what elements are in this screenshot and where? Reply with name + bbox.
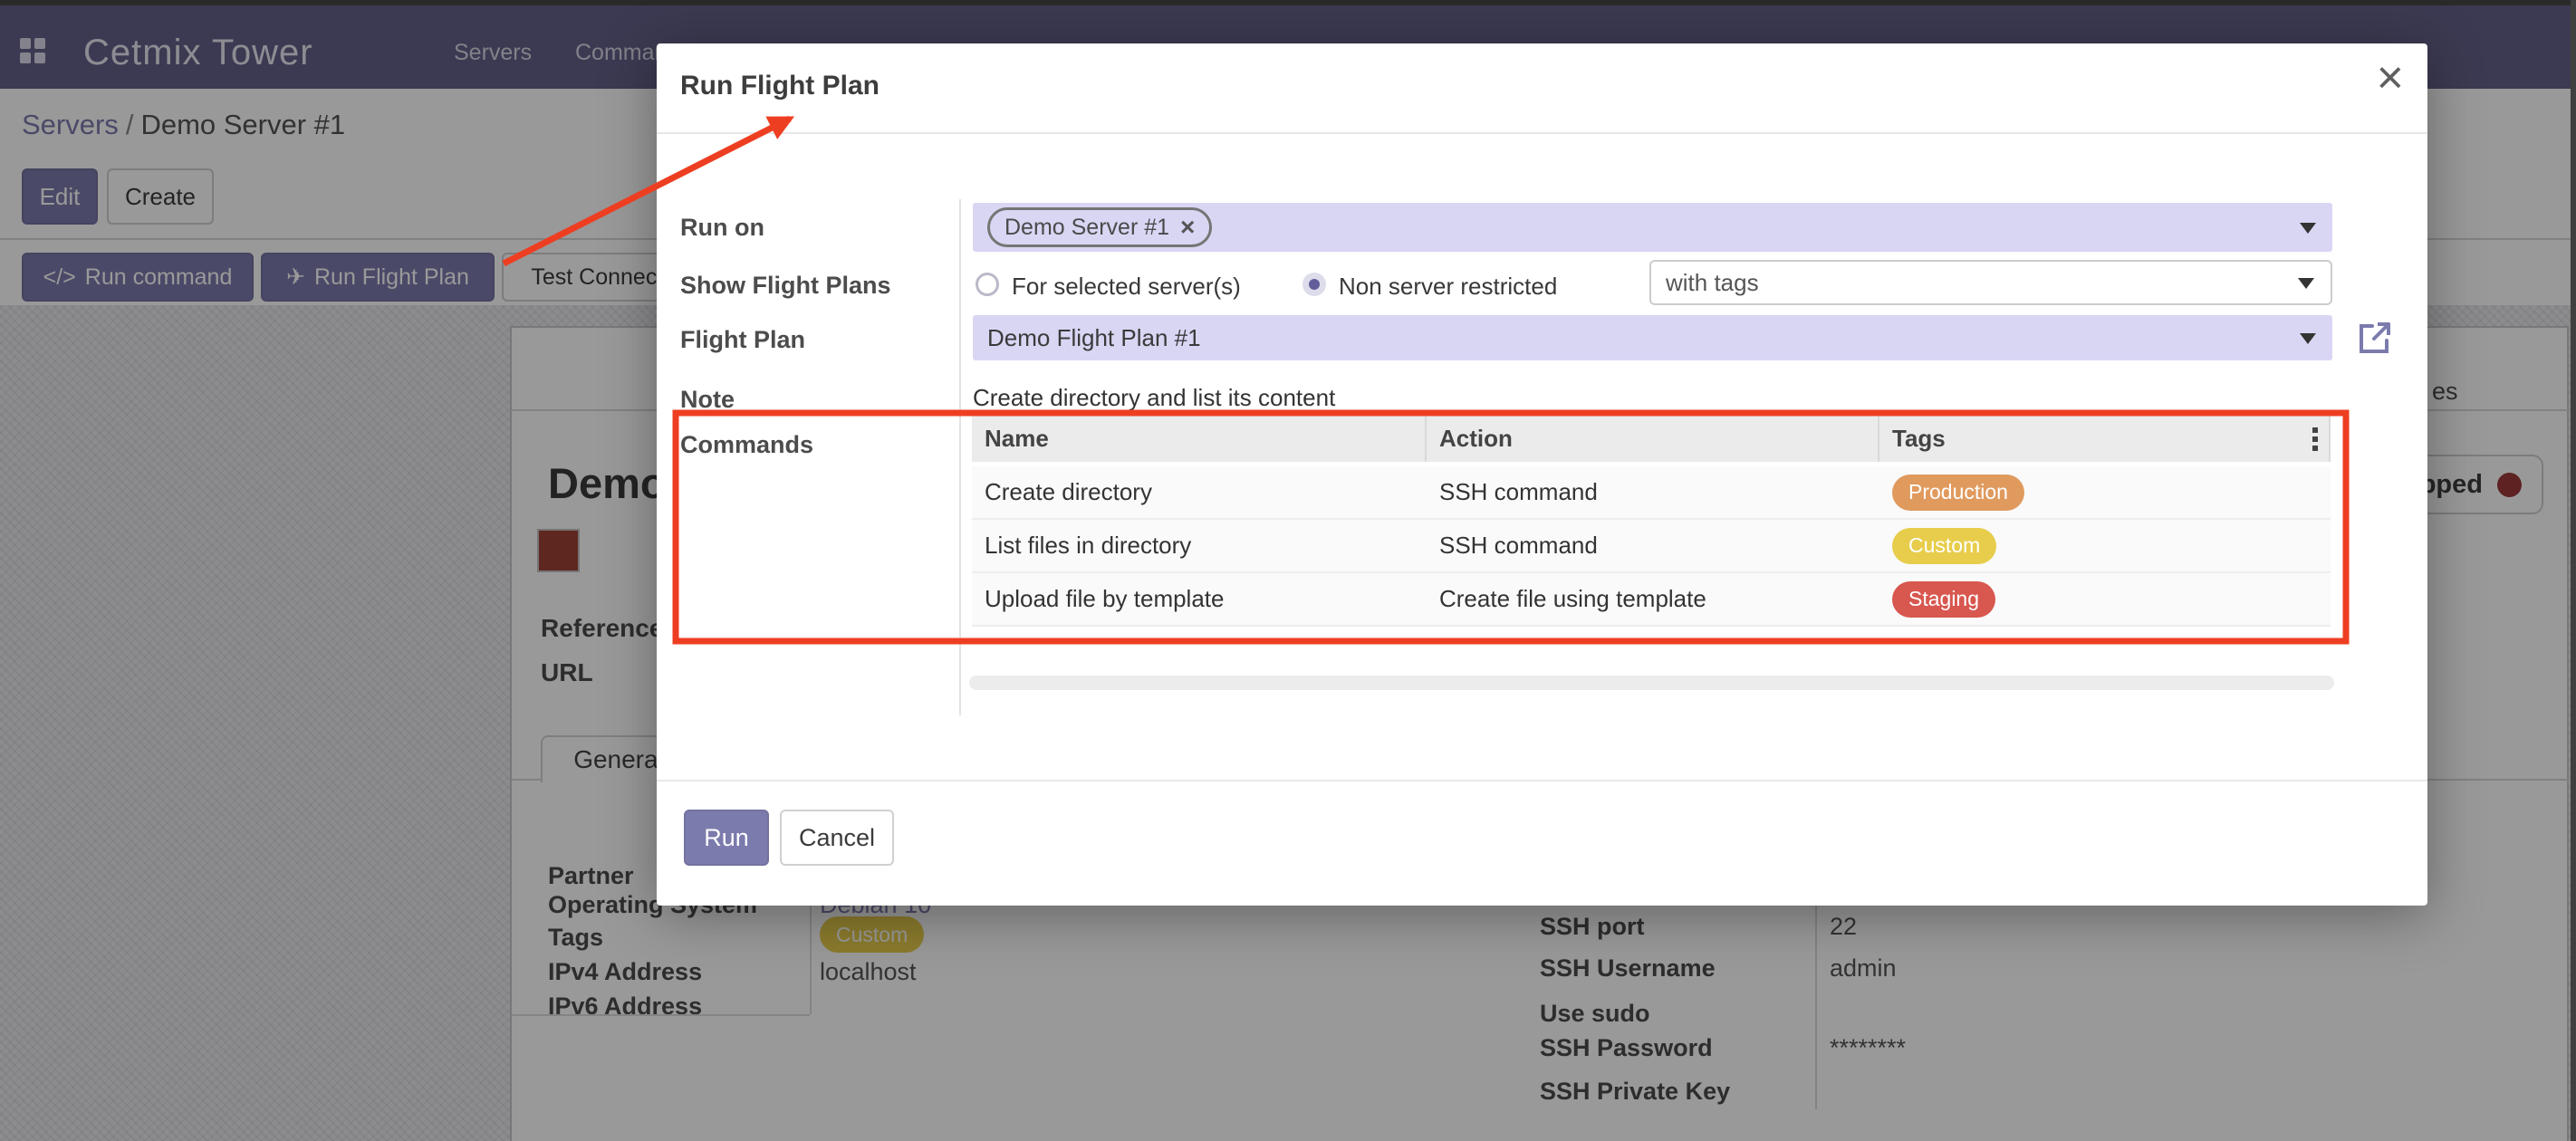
cell-action: Create file using template — [1439, 585, 1706, 612]
hidden-button-label-fragment[interactable]: es — [2432, 378, 2458, 405]
run-flight-plan-button[interactable]: ✈ Run Flight Plan — [261, 253, 495, 302]
run-command-label: Run command — [84, 264, 233, 290]
window-top-strip — [0, 0, 2576, 5]
group-col-separator-right — [1815, 906, 1817, 1109]
cell-name: Create directory — [985, 478, 1152, 505]
field-label-partner: Partner — [548, 862, 634, 889]
flight-plan-select[interactable]: Demo Flight Plan #1 — [973, 315, 2332, 360]
col-header-tags[interactable]: Tags — [1879, 415, 2331, 462]
cell-action: SSH command — [1439, 478, 1598, 505]
server-tag-badge[interactable]: Custom — [820, 916, 925, 953]
run-on-label: Run on — [680, 214, 764, 241]
commands-table-header: Name Action Tags — [972, 415, 2331, 462]
field-label-ssh-username: SSH Username — [1540, 954, 1716, 982]
flight-plan-value: Demo Flight Plan #1 — [987, 323, 1201, 351]
chevron-down-icon — [2298, 278, 2314, 289]
col-header-name[interactable]: Name — [972, 415, 1427, 462]
table-row[interactable]: Create directory SSH command Production — [972, 466, 2331, 520]
tag-badge-custom: Custom — [1892, 527, 1997, 564]
status-dot-icon — [2497, 472, 2522, 497]
radio-non-server-restricted[interactable] — [1302, 273, 1326, 296]
modal-title: Run Flight Plan — [680, 71, 879, 101]
edit-button[interactable]: Edit — [22, 168, 98, 225]
run-flight-plan-label: Run Flight Plan — [314, 264, 469, 290]
breadcrumb: Servers / Demo Server #1 — [22, 109, 345, 141]
external-link-icon[interactable] — [2354, 317, 2396, 359]
radio-for-selected-servers-label[interactable]: For selected server(s) — [1012, 273, 1241, 300]
commands-table: Name Action Tags Create directory SSH co… — [972, 415, 2331, 627]
commands-label: Commands — [680, 431, 814, 458]
group-bottom-line-left — [512, 1014, 810, 1016]
field-value-ssh-port: 22 — [1830, 913, 1858, 940]
note-value: Create directory and list its content — [973, 384, 1336, 411]
chevron-down-icon — [2300, 223, 2316, 234]
create-button[interactable]: Create — [107, 168, 214, 225]
server-tag-chip[interactable]: Demo Server #1 × — [987, 207, 1213, 247]
field-label-use-sudo: Use sudo — [1540, 1000, 1650, 1027]
field-label-ssh-port: SSH port — [1540, 913, 1645, 940]
breadcrumb-separator: / — [125, 109, 134, 140]
modal-header-divider — [657, 132, 2427, 134]
cancel-button[interactable]: Cancel — [780, 810, 894, 866]
field-label-ssh-password: SSH Password — [1540, 1034, 1713, 1061]
run-on-select[interactable]: Demo Server #1 × — [973, 203, 2332, 252]
breadcrumb-current: Demo Server #1 — [140, 109, 346, 140]
url-label: URL — [541, 658, 593, 686]
field-value-ssh-username: admin — [1830, 954, 1897, 982]
close-icon[interactable]: × — [2376, 52, 2404, 104]
radio-non-server-restricted-label[interactable]: Non server restricted — [1339, 273, 1558, 300]
tag-filter-value: with tags — [1666, 268, 1759, 296]
apps-grid-icon[interactable] — [20, 38, 45, 63]
plane-icon: ✈ — [286, 264, 305, 290]
reference-label: Reference — [541, 614, 664, 642]
chevron-down-icon — [2300, 333, 2316, 344]
cell-action: SSH command — [1439, 532, 1598, 559]
server-tag-chip-label: Demo Server #1 — [1004, 214, 1170, 240]
field-label-ssh-private-key: SSH Private Key — [1540, 1078, 1731, 1105]
run-command-button[interactable]: </> Run command — [22, 253, 254, 302]
modal-label-separator — [959, 199, 961, 715]
note-label: Note — [680, 386, 735, 413]
cell-name: Upload file by template — [985, 585, 1225, 612]
cell-name: List files in directory — [985, 532, 1192, 559]
run-button[interactable]: Run — [684, 810, 769, 866]
col-header-action[interactable]: Action — [1427, 415, 1879, 462]
nav-item-servers[interactable]: Servers — [454, 40, 533, 65]
flight-plan-label: Flight Plan — [680, 326, 805, 353]
table-row[interactable]: List files in directory SSH command Cust… — [972, 520, 2331, 573]
group-col-separator-left — [810, 851, 812, 1014]
table-row[interactable]: Upload file by template Create file usin… — [972, 573, 2331, 627]
remove-tag-icon[interactable]: × — [1180, 213, 1196, 241]
color-swatch[interactable] — [537, 529, 580, 572]
app-brand[interactable]: Cetmix Tower — [83, 33, 313, 72]
tag-badge-production: Production — [1892, 474, 2024, 511]
breadcrumb-parent-link[interactable]: Servers — [22, 109, 119, 140]
field-value-ssh-password: ******** — [1830, 1034, 1907, 1061]
scrollbar[interactable] — [2571, 0, 2576, 1141]
code-icon: </> — [43, 264, 76, 290]
field-label-ipv4: IPv4 Address — [548, 958, 703, 985]
modal-footer-divider — [657, 780, 2427, 781]
field-value-ipv4: localhost — [820, 958, 917, 985]
column-options-icon[interactable] — [2312, 427, 2318, 451]
tag-filter-select[interactable]: with tags — [1649, 260, 2332, 305]
show-flight-plans-label: Show Flight Plans — [680, 272, 891, 299]
field-label-tags: Tags — [548, 924, 604, 951]
table-scrollbar-track[interactable] — [969, 676, 2334, 690]
radio-for-selected-servers[interactable] — [976, 273, 999, 296]
run-flight-plan-modal: Run Flight Plan × Run on Demo Server #1 … — [657, 43, 2427, 906]
tag-badge-staging: Staging — [1892, 580, 1996, 618]
